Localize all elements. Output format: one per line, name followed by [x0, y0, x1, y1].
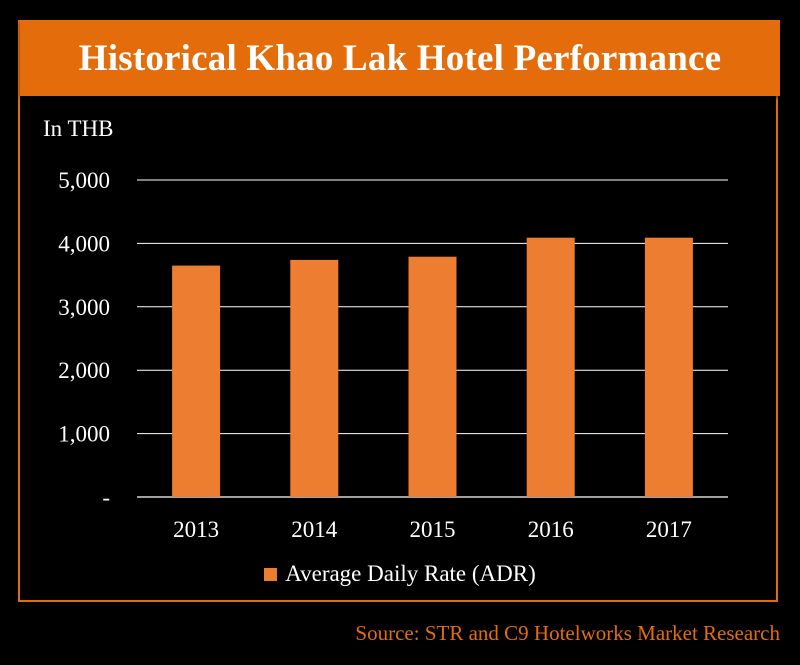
y-tick-label: - [102, 485, 110, 510]
bar-2015 [408, 256, 457, 497]
y-axis-unit-label: In THB [43, 116, 114, 141]
y-tick-label: 2,000 [58, 358, 110, 383]
bar-2014 [290, 259, 339, 497]
y-tick-label: 4,000 [58, 231, 110, 256]
legend-label: Average Daily Rate (ADR) [285, 561, 536, 586]
x-tick-label: 2016 [528, 517, 574, 542]
y-tick-label: 1,000 [58, 422, 110, 447]
x-tick-label: 2015 [410, 517, 456, 542]
bar-2017 [644, 237, 693, 497]
chart-title: Historical Khao Lak Hotel Performance [78, 37, 722, 79]
x-tick-label: 2013 [173, 517, 219, 542]
x-tick-label: 2014 [291, 517, 338, 542]
bar-2016 [526, 237, 575, 497]
title-banner: Historical Khao Lak Hotel Performance [20, 20, 780, 96]
legend-swatch [264, 567, 278, 581]
y-tick-label: 3,000 [58, 295, 110, 320]
source-note: Source: STR and C9 Hotelworks Market Res… [355, 621, 780, 645]
bar-2013 [172, 265, 221, 497]
legend: Average Daily Rate (ADR) [0, 561, 800, 587]
y-tick-label: 5,000 [58, 168, 110, 193]
x-tick-label: 2017 [646, 517, 692, 542]
